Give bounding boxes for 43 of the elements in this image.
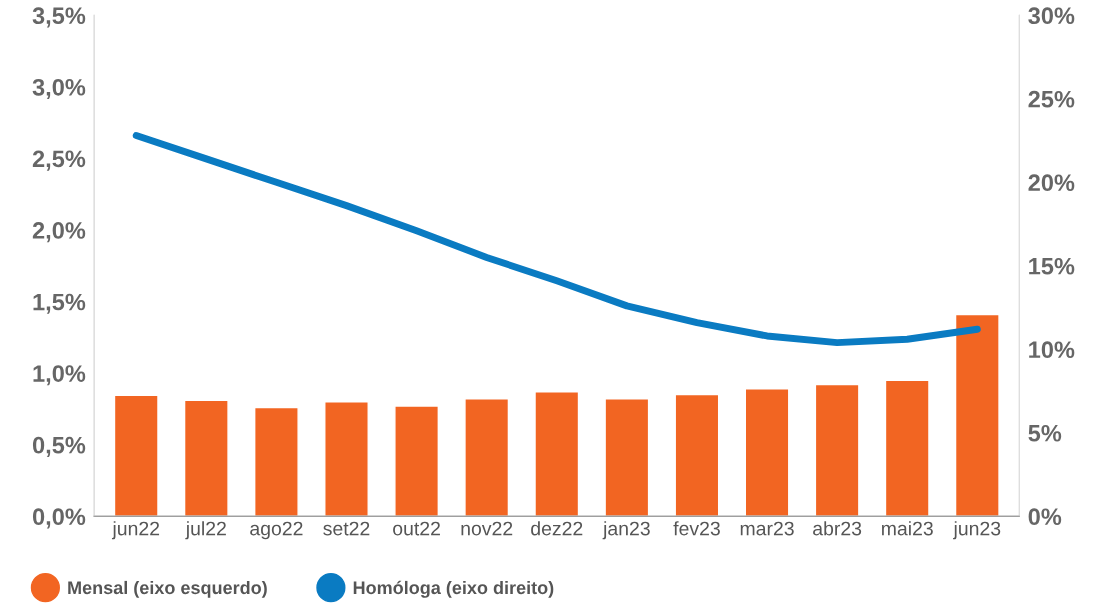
y-tick-label: 2,5% [32,150,86,171]
bar [674,393,720,517]
bar [604,398,650,517]
y2-tick-label: 10% [1029,341,1075,359]
x-tick-label: ago22 [250,521,303,540]
y2-tick-label: 15% [1029,257,1075,275]
bar [464,398,510,517]
y-tick-label: 1,0% [33,365,86,386]
y-tick-label: 3,0% [32,78,86,100]
y2-tick-label: 20% [1028,174,1075,192]
bar [534,391,580,517]
legend-label: Homóloga (eixo direito) [353,580,554,598]
bar [113,394,159,517]
bar [814,383,860,517]
x-tick-label: fev23 [673,521,720,536]
bar [884,379,930,517]
x-tick-label: jul22 [185,521,226,540]
x-tick-label: dez22 [531,521,583,536]
y-tick-label: 0,5% [32,436,86,457]
y-tick-label: 2,0% [32,222,86,243]
bar [253,406,299,517]
y2-tick-label: 0% [1028,508,1062,526]
y-tick-label: 0,0% [32,508,86,529]
x-tick-label: nov22 [461,521,513,536]
bar [324,401,369,517]
x-tick-label: mai23 [882,521,933,536]
x-tick-label: abr23 [813,521,862,536]
y2-tick-label: 30% [1028,7,1075,25]
y-tick-label: 3,5% [32,7,86,28]
bar [394,405,440,517]
y2-tick-label: 5% [1028,424,1062,442]
bar [954,313,1000,517]
x-tick-label: mar23 [740,521,794,536]
bar [744,388,790,517]
x-tick-label: jun22 [111,521,160,540]
x-tick-label: jan23 [602,521,650,540]
y-tick-label: 1,5% [33,293,86,314]
x-tick-label: jun23 [953,521,1001,540]
x-tick-label: set22 [323,521,370,536]
x-tick-label: out22 [393,521,440,536]
legend-label: Mensal (eixo esquerdo) [68,580,267,598]
y2-tick-label: 25% [1028,90,1075,108]
bar [183,399,229,517]
